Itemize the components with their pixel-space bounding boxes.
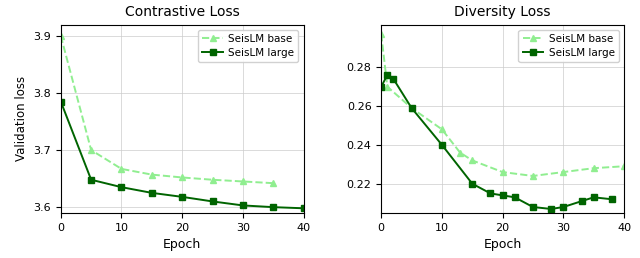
SeisLM base bbox=[118, 167, 125, 171]
SeisLM base bbox=[468, 159, 476, 162]
Title: Diversity Loss: Diversity Loss bbox=[454, 5, 551, 19]
SeisLM base bbox=[590, 167, 598, 170]
Title: Contrastive Loss: Contrastive Loss bbox=[125, 5, 239, 19]
SeisLM large bbox=[578, 200, 586, 203]
X-axis label: Epoch: Epoch bbox=[163, 238, 202, 251]
Legend: SeisLM base, SeisLM large: SeisLM base, SeisLM large bbox=[518, 30, 619, 62]
SeisLM base bbox=[529, 174, 537, 178]
SeisLM large bbox=[408, 107, 415, 110]
SeisLM base bbox=[383, 85, 391, 88]
SeisLM large bbox=[511, 196, 518, 199]
SeisLM large bbox=[87, 178, 95, 181]
SeisLM large bbox=[590, 196, 598, 199]
SeisLM large bbox=[57, 100, 65, 103]
SeisLM large bbox=[378, 85, 385, 88]
SeisLM base bbox=[209, 178, 216, 181]
SeisLM base bbox=[239, 180, 246, 183]
SeisLM large bbox=[148, 191, 156, 195]
SeisLM base bbox=[148, 173, 156, 176]
SeisLM large bbox=[529, 205, 537, 208]
SeisLM large bbox=[438, 143, 446, 147]
SeisLM base bbox=[620, 165, 628, 168]
SeisLM large bbox=[390, 77, 397, 80]
SeisLM large bbox=[486, 192, 494, 195]
SeisLM large bbox=[468, 182, 476, 185]
SeisLM large bbox=[547, 207, 555, 211]
SeisLM base bbox=[57, 34, 65, 37]
SeisLM base bbox=[438, 128, 446, 131]
SeisLM base bbox=[559, 171, 567, 174]
SeisLM large bbox=[559, 205, 567, 208]
SeisLM base bbox=[499, 171, 506, 174]
SeisLM base bbox=[87, 149, 95, 152]
SeisLM base bbox=[408, 107, 415, 110]
SeisLM large bbox=[269, 206, 277, 209]
Line: SeisLM large: SeisLM large bbox=[378, 72, 615, 212]
SeisLM large bbox=[608, 198, 616, 201]
SeisLM large bbox=[239, 204, 246, 207]
SeisLM large bbox=[300, 207, 307, 210]
SeisLM base bbox=[378, 33, 385, 36]
SeisLM large bbox=[209, 200, 216, 203]
SeisLM large bbox=[179, 195, 186, 198]
X-axis label: Epoch: Epoch bbox=[483, 238, 522, 251]
Line: SeisLM base: SeisLM base bbox=[378, 31, 627, 179]
SeisLM base bbox=[179, 176, 186, 179]
SeisLM large bbox=[118, 186, 125, 189]
SeisLM base bbox=[456, 151, 464, 154]
Line: SeisLM large: SeisLM large bbox=[58, 99, 307, 211]
Line: SeisLM base: SeisLM base bbox=[58, 33, 276, 186]
SeisLM large bbox=[499, 194, 506, 197]
Legend: SeisLM base, SeisLM large: SeisLM base, SeisLM large bbox=[198, 30, 298, 62]
SeisLM base bbox=[269, 182, 277, 185]
SeisLM large bbox=[383, 74, 391, 77]
Y-axis label: Validation loss: Validation loss bbox=[15, 76, 28, 161]
